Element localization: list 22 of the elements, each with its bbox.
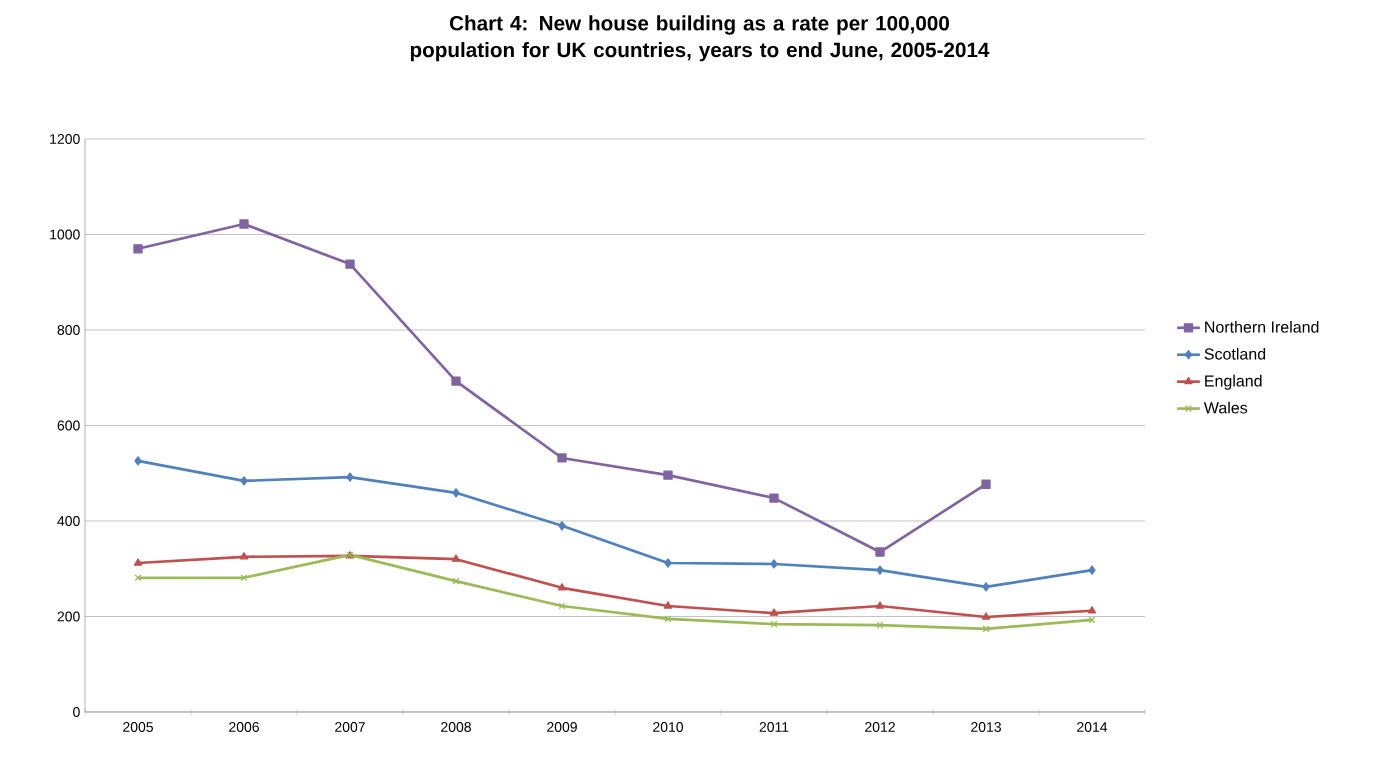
x-tick-label: 2009 [547,722,577,732]
y-tick-label: 1000 [50,229,80,240]
x-tick-label: 2006 [229,722,259,732]
x-tick-label: 2005 [123,722,153,732]
x-tick-label: 2013 [971,722,1001,732]
y-tick-label: 600 [57,420,80,431]
x-tick-label: 2007 [335,722,365,732]
legend-label: Northern Ireland [1205,321,1319,333]
y-tick-label: 0 [73,707,80,717]
x-tick-label: 2012 [865,722,895,732]
x-tick-label: 2010 [653,722,684,732]
x-tick-label: 2008 [441,722,471,732]
y-tick-label: 400 [57,516,80,526]
x-tick-label: 2014 [1077,722,1108,732]
y-tick-label: 200 [57,611,80,622]
y-tick-label: 800 [57,325,80,335]
legend-label: Wales [1203,401,1248,414]
legend-label: Scotland [1204,347,1266,360]
y-tick-label: 1200 [50,134,80,144]
x-tick-label: 2011 [759,722,789,732]
legend-label: England [1205,374,1262,390]
chart-title: Chart 4: New house building as a rate per 100,000 population for UK countries, years to end June, 2005-2014 [410,15,990,62]
